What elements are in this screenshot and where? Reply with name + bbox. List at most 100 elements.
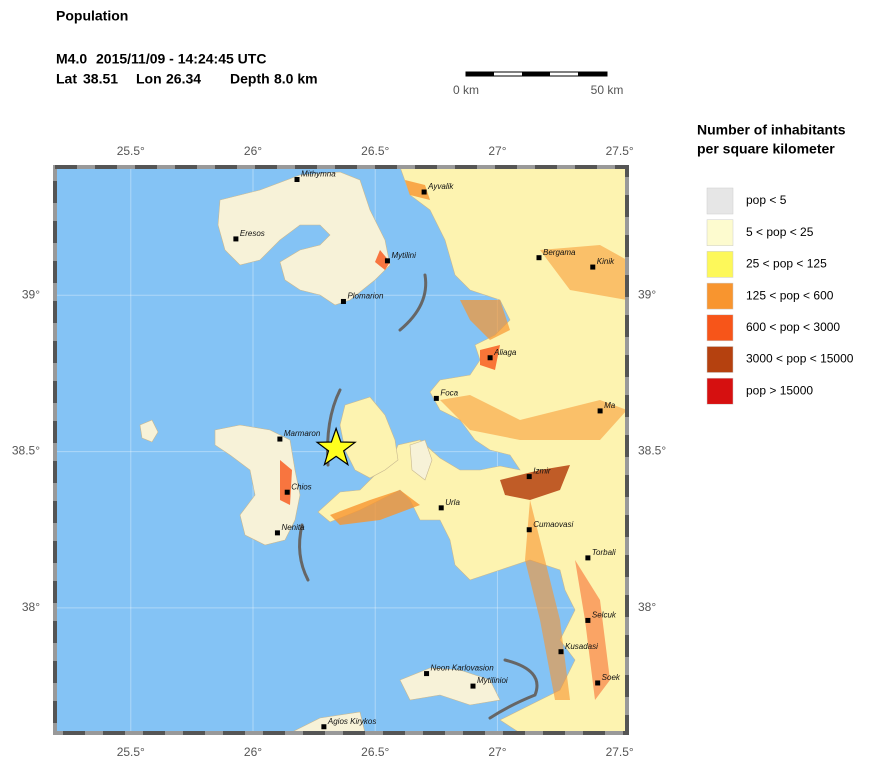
legend: Number of inhabitants per square kilomet… [697,122,854,405]
lon-label: Lon [136,71,162,87]
title: Population [56,8,128,24]
city-marker [433,395,439,401]
samos [399,667,501,706]
depth-label: Depth [230,71,270,87]
fault-line [398,273,428,332]
city-label: Aliaga [493,348,517,357]
small-island [139,419,159,443]
y-tick-label: 38.5° [638,444,666,458]
city-label: Mithymna [301,170,336,179]
fault-line [298,523,310,582]
x-tick-label: 25.5° [117,745,145,759]
legend-label: pop > 15000 [746,383,813,397]
x-tick-label: 26° [244,745,262,759]
lat-label: Lat [56,71,77,87]
legend-label: 125 < pop < 600 [746,288,834,302]
city-label: Mytilini [391,251,416,260]
city-label: Izmir [533,467,551,476]
x-tick-label: 26.5° [361,745,389,759]
legend-swatch [706,187,734,215]
city-marker [321,724,327,730]
city-label: Agios Kirykos [327,717,376,726]
city-label: Torbali [592,548,616,557]
city-marker [526,527,532,533]
city-marker [340,298,346,304]
city-marker [536,255,542,261]
chios [214,424,301,546]
city-label: Eresos [240,229,265,238]
legend-label: 5 < pop < 25 [746,225,814,239]
x-tick-label: 25.5° [117,144,145,158]
lat-value: 38.51 [83,71,118,87]
y-tick-label: 39° [22,287,40,301]
city-label: Kinik [597,257,615,266]
city-label: Mytilinioi [477,676,508,685]
city-label: Chios [291,482,311,491]
city-marker [294,177,300,183]
fault-line [488,658,539,720]
city-marker [233,236,239,242]
city-label: Bergama [543,248,576,257]
legend-label: 600 < pop < 3000 [746,320,840,334]
city-marker [558,649,564,655]
y-tick-label: 38° [638,600,656,614]
city-marker [384,258,390,264]
lon-value: 26.34 [166,71,201,87]
scale-bar: 0 km 50 km [453,71,623,97]
legend-swatch [706,377,734,405]
city-marker [487,355,493,361]
city-label: Urla [445,498,460,507]
event-magnitude: M4.0 [56,51,87,67]
inousses [409,439,433,481]
legend-swatch [706,251,734,278]
legend-swatch [706,219,734,246]
city-marker [421,189,427,195]
legend-swatch [706,282,734,310]
y-tick-label: 38° [22,600,40,614]
legend-swatch [706,346,734,373]
city-label: Ayvalik [427,182,454,191]
legend-label: 25 < pop < 125 [746,257,827,271]
city-marker [277,436,283,442]
epicenter-star [315,426,357,467]
x-tick-label: 26° [244,144,262,158]
x-tick-label: 27.5° [606,745,634,759]
legend-label: pop < 5 [746,193,787,207]
legend-title: per square kilometer [697,141,835,157]
city-marker [438,505,444,511]
y-tick-label: 39° [638,287,656,301]
y-tick-label: 38.5° [12,444,40,458]
city-marker [526,474,532,480]
city-marker [595,680,601,686]
lesbos [217,171,391,306]
city-label: Kusadasi [565,642,598,651]
cities: Mithymna Ayvalik Eresos Mytilini Bergama Kini… [233,170,621,730]
city-marker [274,530,280,536]
depth-value: 8.0 km [274,71,318,87]
legend-label: 3000 < pop < 15000 [746,352,854,366]
city-marker [424,671,430,677]
legend-items: pop < 5 5 < pop < 25 25 < pop < 125 125 < p… [706,187,854,405]
x-tick-label: 27.5° [606,144,634,158]
city-label: Foca [440,389,458,398]
city-marker [585,555,591,561]
city-label: Plomarion [347,292,384,301]
axis-ticks: 25.5° 25.5° 26° 26° 26.5° 26.5° 27° 27° 27.5° 27.… [12,144,667,759]
city-label: Ma [604,401,616,410]
map-frame-dashes [53,165,629,735]
legend-swatch [706,314,734,342]
city-label: Soek [602,673,621,682]
map-area: Mithymna Ayvalik Eresos Mytilini Bergama Kini… [55,167,627,733]
city-label: Neon Karlovasion [431,664,495,673]
city-marker [470,683,476,689]
ikaria [289,711,366,733]
city-label: Cumaovasi [533,520,573,529]
city-marker [597,408,603,414]
x-tick-label: 27° [488,745,506,759]
x-tick-label: 26.5° [361,144,389,158]
city-marker [284,489,290,495]
city-marker [585,617,591,623]
city-label: Selcuk [592,611,617,620]
x-tick-label: 27° [488,144,506,158]
